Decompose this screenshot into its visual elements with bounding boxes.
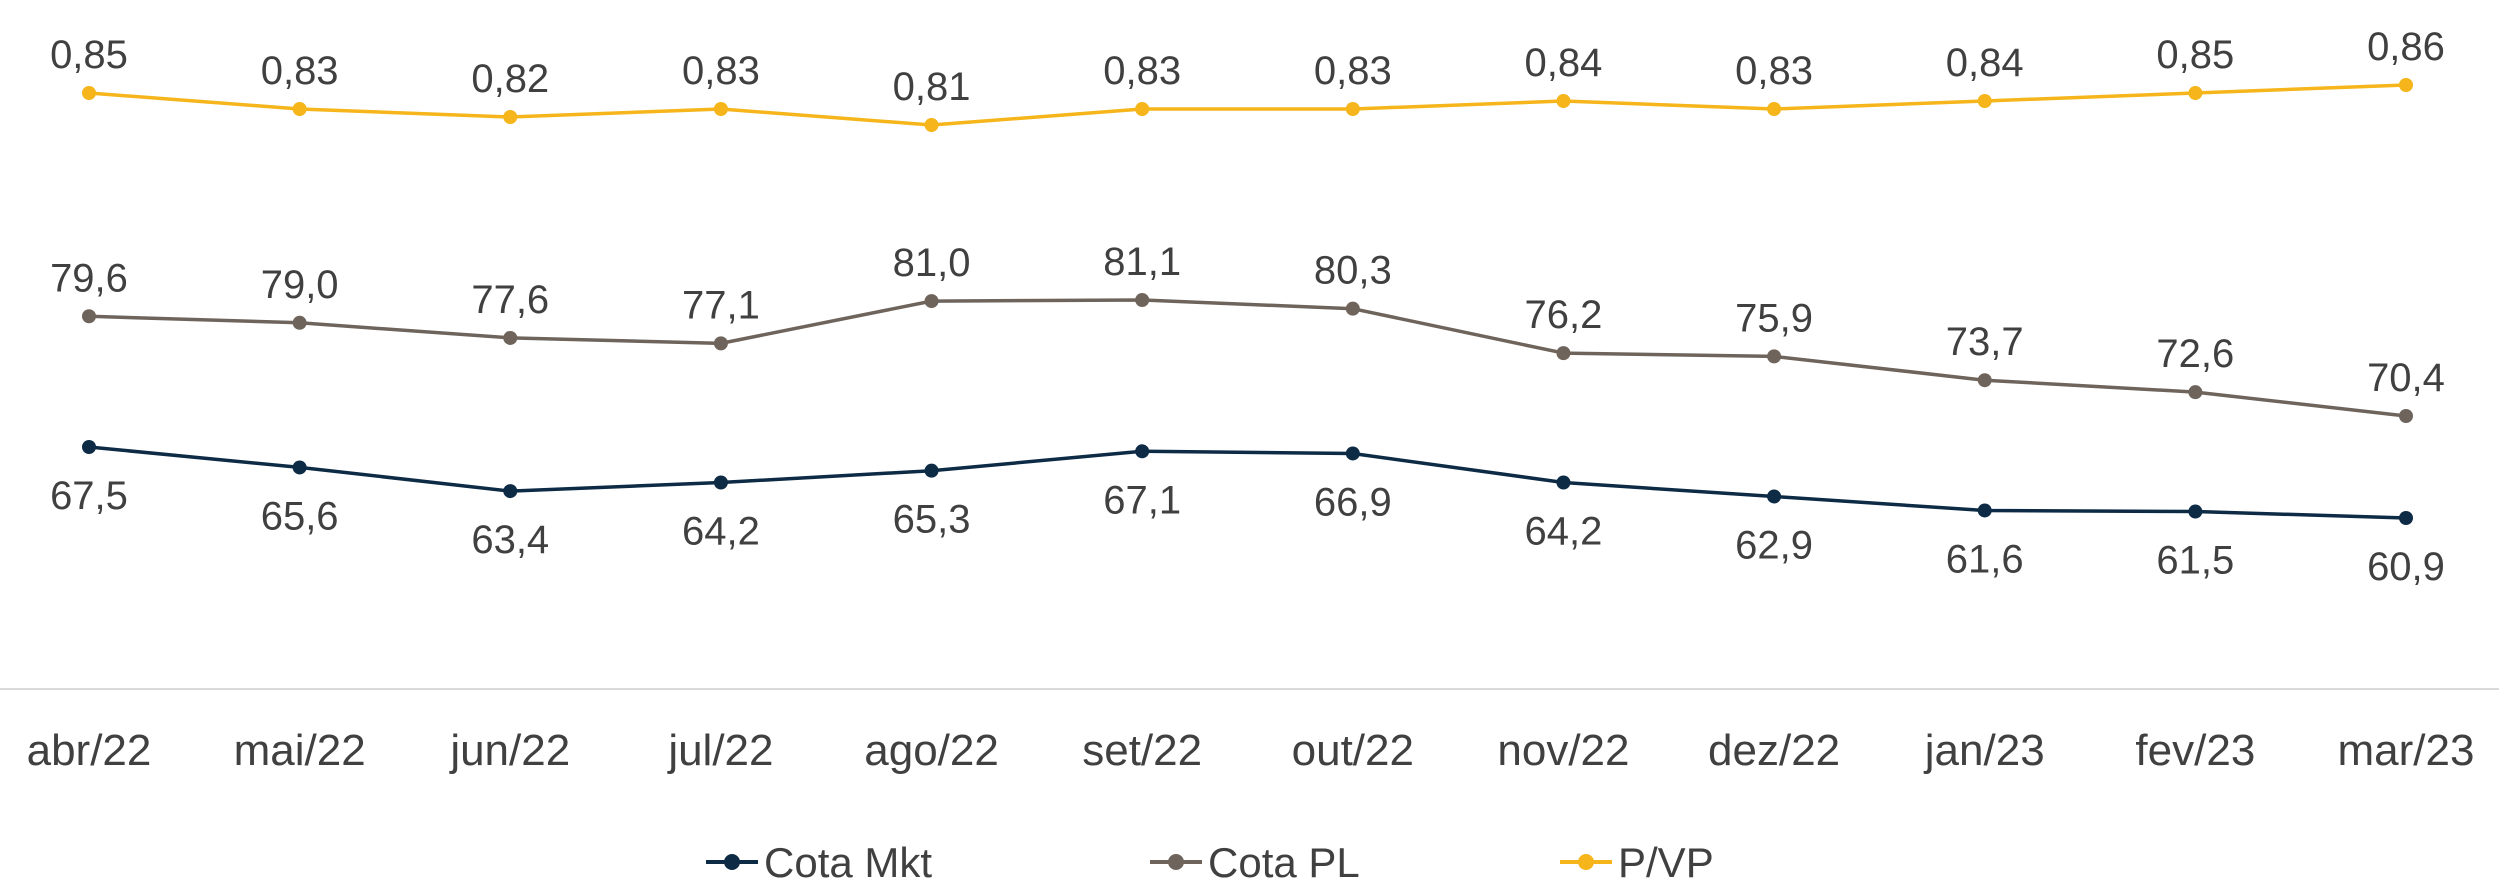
legend-label-cota-mkt: Cota Mkt: [764, 839, 932, 879]
data-point-cota-mkt: [1135, 444, 1150, 459]
data-point-cota-mkt: [1767, 489, 1782, 504]
data-point-cota-mkt: [1977, 503, 1992, 518]
data-point-p-vp: [503, 110, 518, 124]
data-point-cota-pl: [1135, 293, 1150, 307]
data-point-cota-pl: [2188, 385, 2203, 400]
data-label-cota-pl: 79,6: [50, 256, 128, 300]
x-tick-label: nov/22: [1497, 726, 1629, 775]
data-label-cota-mkt: 64,2: [1525, 510, 1603, 554]
data-point-p-vp: [1556, 94, 1571, 108]
x-tick-label: jul/22: [666, 726, 773, 775]
data-point-p-vp: [2188, 86, 2203, 100]
data-point-p-vp: [924, 118, 939, 132]
x-tick-label: mar/23: [2338, 726, 2475, 775]
data-label-cota-mkt: 63,4: [471, 518, 549, 562]
data-point-cota-mkt: [1556, 475, 1571, 490]
data-label-cota-mkt: 66,9: [1314, 480, 1392, 524]
data-point-cota-pl: [82, 309, 96, 324]
x-tick-label: jan/23: [1923, 726, 2045, 775]
data-point-cota-pl: [1556, 346, 1571, 361]
data-label-cota-pl: 70,4: [2367, 356, 2445, 400]
data-label-p-vp: 0,85: [50, 33, 128, 77]
series-line-p-vp: [88, 83, 2407, 127]
data-point-cota-pl: [713, 336, 728, 351]
x-tick-label: set/22: [1082, 726, 1202, 775]
data-point-cota-pl: [2399, 409, 2413, 423]
data-label-cota-pl: 81,1: [1103, 240, 1181, 284]
data-label-cota-mkt: 60,9: [2367, 545, 2445, 589]
data-point-cota-pl: [1977, 373, 1992, 388]
legend-marker-cota-pl: [1168, 854, 1184, 870]
data-label-cota-mkt: 67,5: [50, 474, 128, 518]
data-label-p-vp: 0,83: [261, 49, 339, 93]
x-tick-label: out/22: [1292, 726, 1414, 775]
data-point-cota-pl: [503, 330, 518, 345]
data-label-cota-mkt: 67,1: [1103, 478, 1181, 522]
data-point-cota-pl: [924, 294, 939, 309]
data-label-p-vp: 0,85: [2156, 33, 2234, 77]
data-label-p-vp: 0,83: [1103, 49, 1181, 93]
data-label-cota-pl: 79,0: [261, 263, 339, 307]
data-point-cota-mkt: [713, 475, 728, 490]
x-tick-label: mai/22: [234, 726, 366, 775]
data-point-cota-mkt: [82, 440, 96, 454]
legend-marker-cota-mkt: [724, 854, 740, 870]
legend-label-p-vp: P/VP: [1618, 839, 1714, 879]
x-tick-label: ago/22: [864, 726, 999, 775]
data-point-p-vp: [1135, 102, 1150, 116]
x-tick-label: jun/22: [448, 726, 570, 775]
data-point-cota-mkt: [2188, 504, 2203, 519]
data-point-p-vp: [82, 86, 96, 100]
legend-marker-p-vp: [1578, 854, 1594, 870]
data-point-p-vp: [2399, 78, 2413, 92]
data-point-cota-pl: [1345, 301, 1360, 316]
data-label-cota-pl: 80,3: [1314, 249, 1392, 293]
data-point-p-vp: [713, 102, 728, 116]
data-point-cota-mkt: [2399, 511, 2413, 525]
data-point-cota-mkt: [1345, 446, 1360, 461]
data-label-cota-mkt: 64,2: [682, 510, 760, 554]
data-point-cota-mkt: [292, 460, 307, 475]
data-label-cota-pl: 77,6: [471, 278, 549, 322]
data-label-cota-mkt: 65,6: [261, 494, 339, 538]
series-line-cota-mkt: [88, 445, 2407, 520]
data-label-p-vp: 0,84: [1946, 41, 2024, 85]
data-label-p-vp: 0,81: [893, 65, 971, 109]
data-label-p-vp: 0,86: [2367, 25, 2445, 69]
data-point-cota-pl: [1767, 349, 1782, 364]
data-label-cota-mkt: 62,9: [1735, 523, 1813, 567]
data-label-p-vp: 0,83: [682, 49, 760, 93]
data-label-cota-pl: 73,7: [1946, 320, 2024, 364]
data-label-p-vp: 0,84: [1525, 41, 1603, 85]
data-label-p-vp: 0,82: [471, 57, 549, 101]
data-label-cota-pl: 76,2: [1525, 293, 1603, 337]
data-point-cota-mkt: [503, 484, 518, 499]
data-label-cota-pl: 81,0: [893, 241, 971, 285]
data-label-p-vp: 0,83: [1314, 49, 1392, 93]
x-tick-label: fev/23: [2135, 726, 2255, 775]
series-line-cota-pl: [88, 298, 2407, 418]
data-point-p-vp: [1977, 94, 1992, 108]
x-tick-label: abr/22: [27, 726, 152, 775]
data-label-cota-mkt: 61,5: [2156, 539, 2234, 583]
data-point-cota-mkt: [924, 463, 939, 478]
data-label-cota-mkt: 61,6: [1946, 537, 2024, 581]
data-label-cota-mkt: 65,3: [893, 498, 971, 542]
data-label-p-vp: 0,83: [1735, 49, 1813, 93]
legend-label-cota-pl: Cota PL: [1208, 839, 1360, 879]
data-label-cota-pl: 72,6: [2156, 332, 2234, 376]
data-label-cota-pl: 75,9: [1735, 296, 1813, 340]
data-point-p-vp: [1345, 102, 1360, 116]
data-label-cota-pl: 77,1: [682, 283, 760, 327]
x-tick-label: dez/22: [1708, 726, 1840, 775]
data-point-cota-pl: [292, 315, 307, 330]
data-point-p-vp: [1767, 102, 1782, 116]
data-point-p-vp: [292, 102, 307, 116]
